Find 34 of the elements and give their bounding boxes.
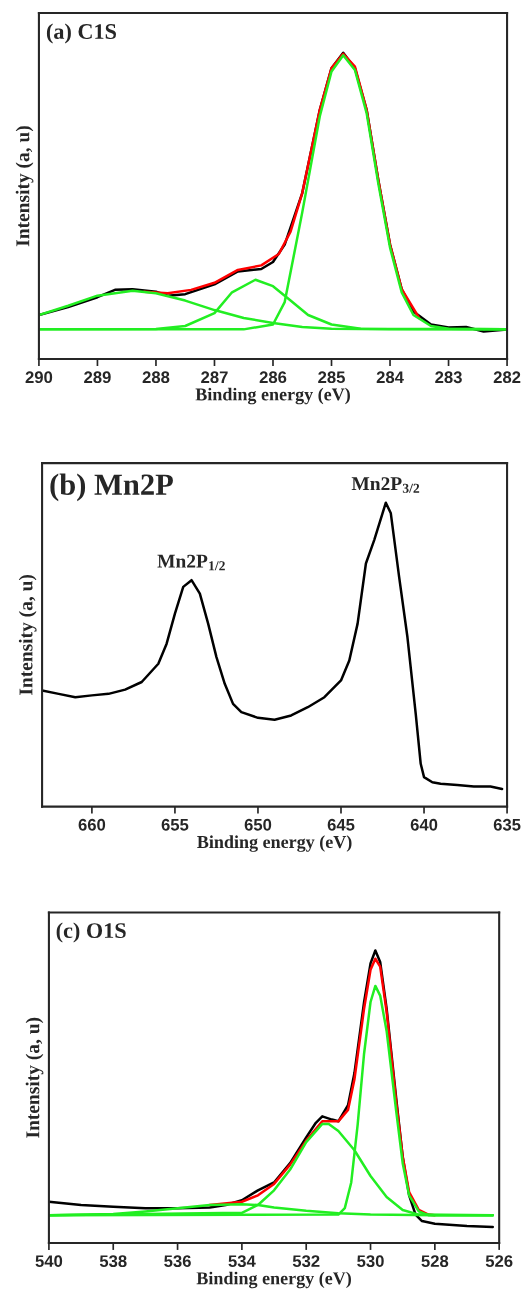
x-tick-label: 536	[164, 1255, 191, 1268]
x-tick-label: 288	[142, 371, 170, 384]
chart-title: (b) Mn2P	[50, 473, 173, 502]
x-tick-label: 530	[357, 1255, 384, 1268]
x-tick-label: 283	[435, 371, 462, 384]
y-axis-title: Intensity (a, u)	[25, 1017, 44, 1138]
x-tick-label: 650	[244, 818, 272, 831]
annotation: Mn2P$_{3/2}$	[351, 477, 420, 493]
annotation: Mn2P$_{1/2}$	[157, 554, 225, 571]
x-tick-label: 645	[327, 818, 355, 831]
x-tick-label: 635	[493, 818, 521, 831]
x-tick-label: 534	[228, 1255, 256, 1268]
y-axis-title: Intensity (a, u)	[15, 126, 34, 247]
x-tick-label: 655	[161, 818, 189, 831]
chart-title: (c) O1S	[56, 922, 126, 943]
x-axis-title: Binding energy (eV)	[196, 1271, 351, 1289]
x-tick-label: 528	[421, 1255, 449, 1268]
x-axis-title: Binding energy (eV)	[197, 835, 352, 852]
x-tick-label: 532	[292, 1255, 320, 1268]
x-tick-label: 282	[493, 371, 521, 384]
x-tick-label: 290	[25, 371, 53, 384]
x-axis-title: Binding energy (eV)	[195, 387, 350, 405]
x-tick-label: 286	[259, 371, 287, 384]
y-axis-title: Intensity (a, u)	[18, 574, 37, 695]
x-tick-label: 640	[410, 818, 438, 831]
x-tick-label: 660	[78, 818, 106, 831]
x-tick-label: 287	[201, 371, 228, 384]
x-tick-label: 538	[99, 1255, 127, 1268]
chart-title: (a) C1S	[46, 23, 116, 44]
x-tick-label: 289	[84, 371, 111, 384]
x-tick-label: 284	[376, 371, 404, 384]
x-tick-label: 526	[485, 1255, 513, 1268]
x-tick-label: 540	[35, 1255, 63, 1268]
x-tick-label: 285	[318, 371, 345, 384]
